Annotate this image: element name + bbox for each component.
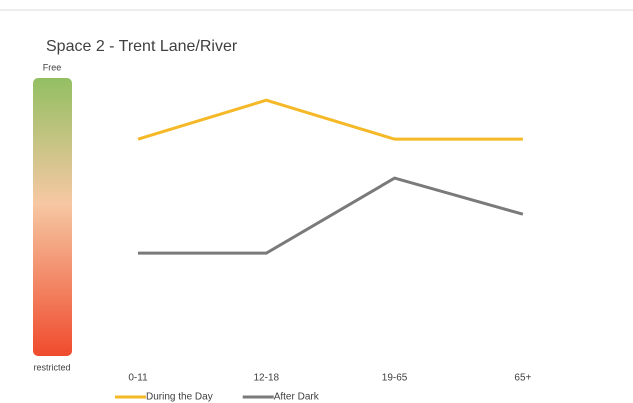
legend-label: During the Day (146, 392, 213, 403)
x-tick-label: 0-11 (128, 373, 148, 384)
scale-top-label: Free (43, 62, 62, 72)
x-tick-label: 19-65 (382, 373, 408, 384)
series-line (138, 176, 524, 255)
scale-bar (33, 78, 72, 356)
legend-label: After Dark (274, 392, 320, 403)
x-tick-label: 65+ (514, 373, 531, 384)
x-tick-label: 12-18 (254, 373, 280, 384)
chart-title: Space 2 - Trent Lane/River (46, 38, 238, 55)
scale-bottom-label: restricted (33, 362, 70, 372)
series-line (137, 98, 523, 141)
